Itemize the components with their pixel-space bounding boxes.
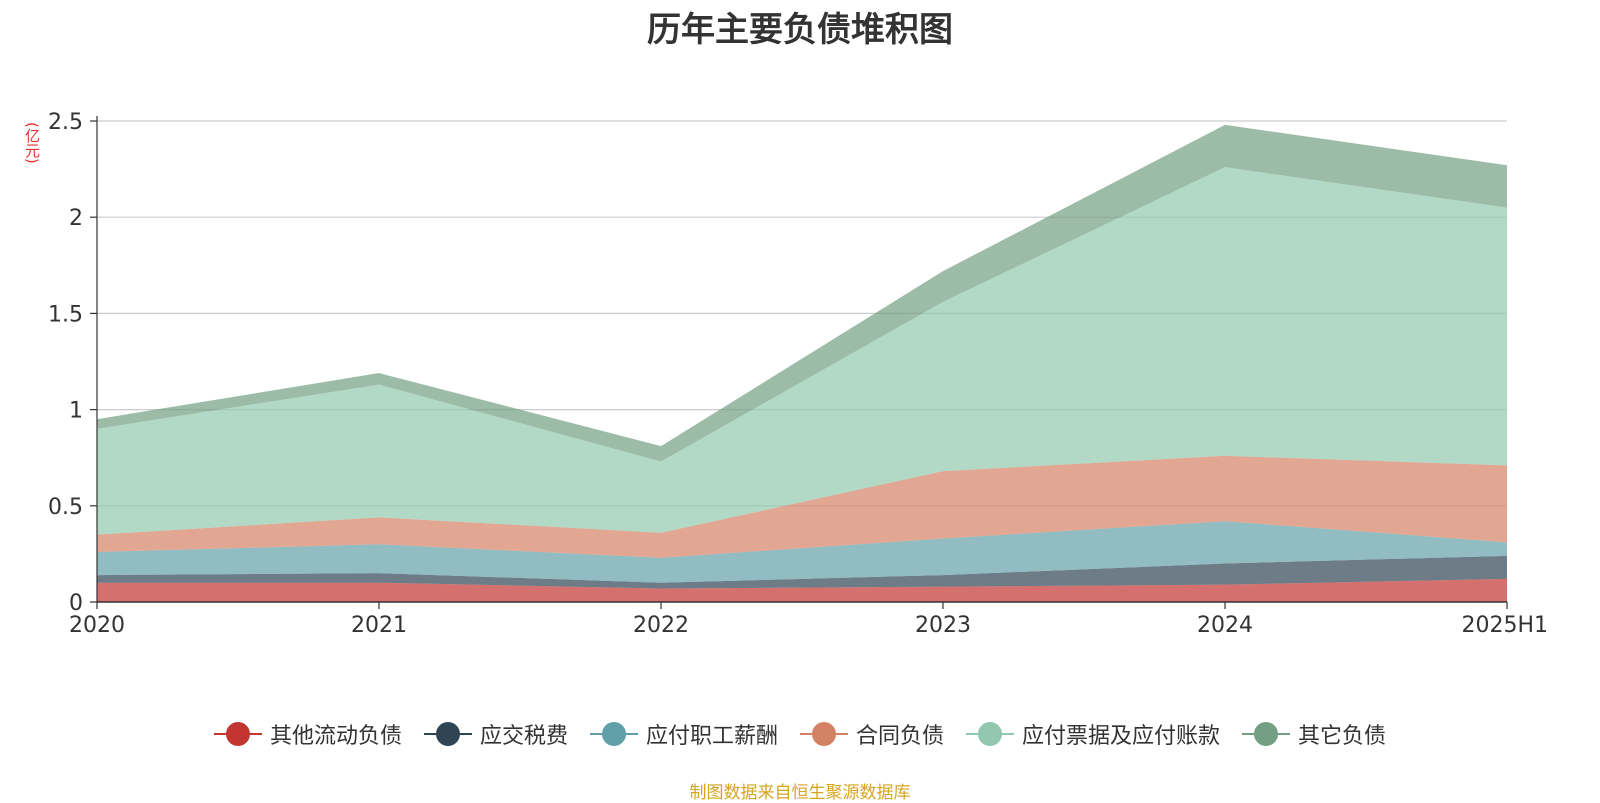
y-tick-label: 2.5: [48, 110, 83, 135]
legend-marker-icon: [1242, 721, 1291, 747]
x-tick-label: 2023: [915, 613, 971, 638]
data-source-note: 制图数据来自恒生聚源数据库: [689, 783, 911, 803]
y-tick-label: 2: [69, 206, 83, 231]
area-series-2: [97, 521, 1507, 583]
chart-title: 历年主要负债堆积图: [647, 10, 953, 50]
legend-label: 其它负债: [1298, 724, 1387, 749]
x-tick-label: 2025H1: [1461, 613, 1548, 638]
legend-item[interactable]: 应付票据及应付账款: [966, 718, 1220, 750]
legend-label: 应付职工薪酬: [645, 724, 778, 749]
legend-marker-icon: [213, 721, 262, 747]
legend-label: 应交税费: [479, 724, 568, 749]
y-tick-label: 0: [69, 591, 83, 616]
legend-item[interactable]: 合同负债: [800, 718, 944, 750]
legend-marker-icon: [423, 721, 472, 747]
legend-label: 应付票据及应付账款: [1022, 724, 1221, 749]
x-tick-label: 2022: [633, 613, 689, 638]
legend-item[interactable]: 应付职工薪酬: [589, 718, 778, 750]
x-tick-label: 2021: [351, 613, 407, 638]
y-tick-label: 0.5: [48, 495, 83, 520]
y-axis-unit-label: (亿元): [23, 122, 41, 164]
x-tick-label: 2024: [1197, 613, 1253, 638]
area-series-0: [97, 578, 1507, 602]
legend-label: 合同负债: [856, 724, 945, 749]
legend-item[interactable]: 其它负债: [1242, 718, 1386, 750]
legend-marker-icon: [589, 721, 638, 747]
legend-item[interactable]: 其他流动负债: [213, 718, 402, 750]
x-tick-label: 2020: [69, 613, 125, 638]
area-series-5: [97, 124, 1507, 462]
y-tick-label: 1.5: [48, 302, 83, 327]
legend-item[interactable]: 应交税费: [423, 718, 568, 750]
area-series-3: [97, 455, 1507, 558]
legend-marker-icon: [966, 721, 1015, 747]
area-series-1: [97, 555, 1507, 589]
area-series-4: [97, 167, 1507, 535]
chart-legend: 其他流动负债 应交税费 应付职工薪酬 合同负债 应付票据及应付账款 其它负债: [0, 718, 1600, 750]
legend-label: 其他流动负债: [269, 724, 402, 749]
legend-marker-icon: [800, 721, 848, 747]
y-tick-label: 1: [69, 399, 83, 424]
